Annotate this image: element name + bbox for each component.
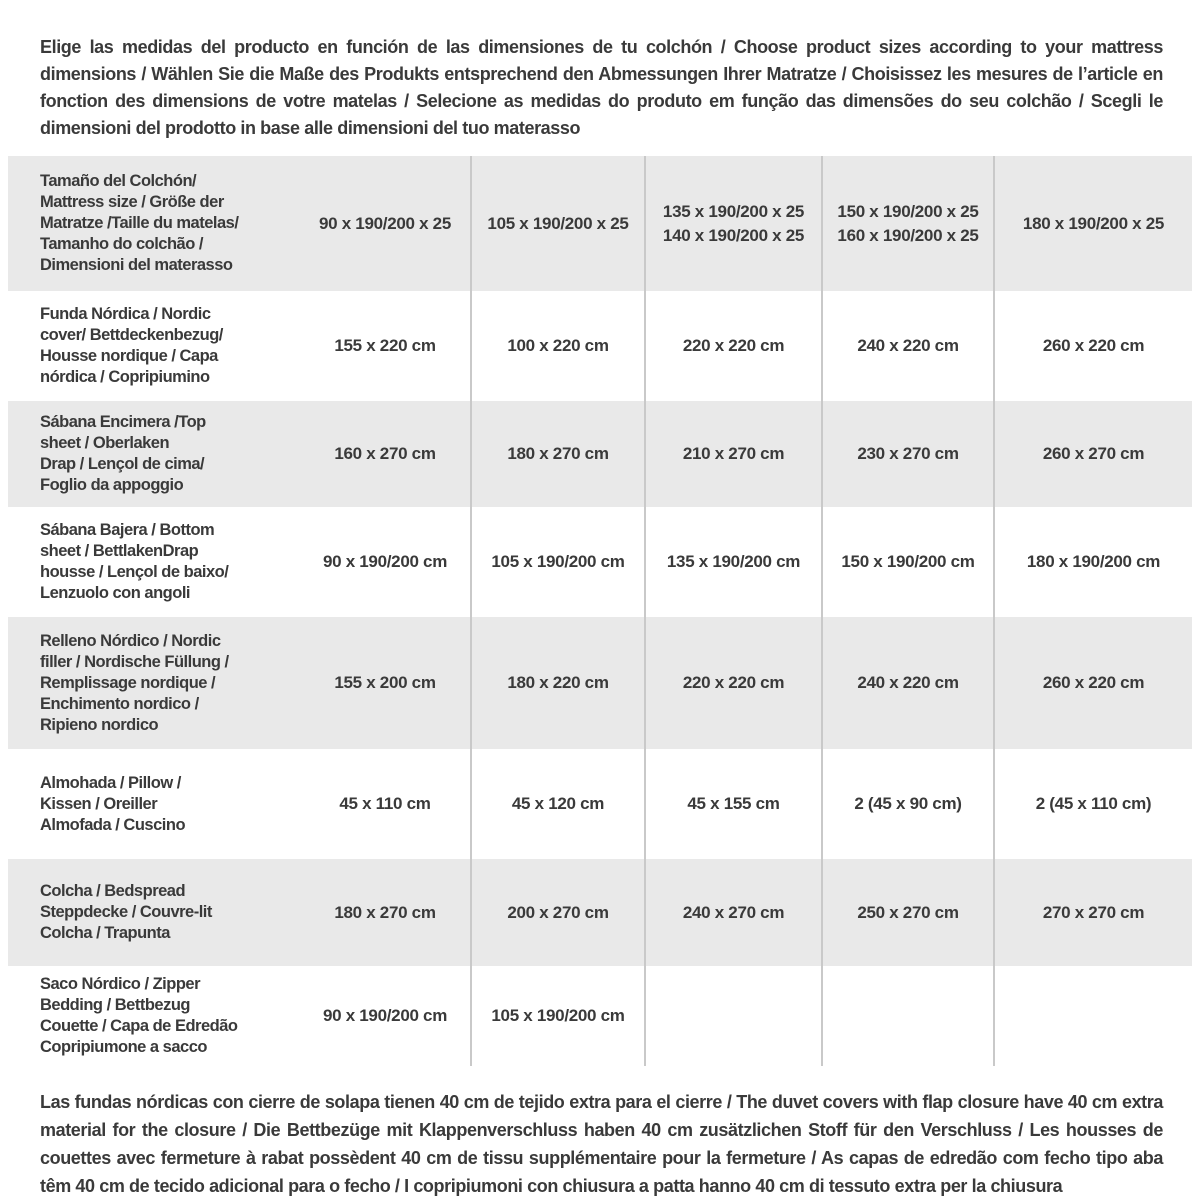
size-cell: 180 x 220 cm xyxy=(470,617,645,749)
size-cell: 220 x 220 cm xyxy=(644,291,822,401)
footnote-text: Las fundas nórdicas con cierre de solapa… xyxy=(40,1092,1163,1196)
row-label-nordic-filler: Relleno Nórdico / Nordic filler / Nordis… xyxy=(40,631,229,734)
row-label-bedspread: Colcha / Bedspread Steppdecke / Couvre-l… xyxy=(40,882,212,942)
size-cell xyxy=(644,966,822,1066)
size-cell: 260 x 220 cm xyxy=(993,617,1192,749)
size-cell: 240 x 270 cm xyxy=(644,859,822,966)
table-row-bottom-sheet: Sábana Bajera / Bottom sheet / Bettlaken… xyxy=(8,507,1192,617)
size-cell: 2 (45 x 90 cm) xyxy=(821,749,994,859)
size-cell: 105 x 190/200 cm xyxy=(470,966,645,1066)
size-cell: 90 x 190/200 cm xyxy=(322,1006,448,1025)
size-cell: 90 x 190/200 cm xyxy=(322,552,448,571)
size-cell: 220 x 220 cm xyxy=(644,617,822,749)
table-row-zipper-bedding: Saco Nórdico / Zipper Bedding / Bettbezu… xyxy=(8,966,1192,1066)
size-cell: 270 x 270 cm xyxy=(993,859,1192,966)
size-cell: 105 x 190/200 x 25 xyxy=(470,156,645,291)
intro-text: Elige las medidas del producto en funció… xyxy=(40,37,1163,138)
table-row-pillow: Almohada / Pillow / Kissen / Oreiller Al… xyxy=(8,749,1192,859)
size-cell: 180 x 270 cm xyxy=(334,902,436,922)
table-row-bedspread: Colcha / Bedspread Steppdecke / Couvre-l… xyxy=(8,859,1192,966)
size-cell: 210 x 270 cm xyxy=(644,401,822,507)
size-cell: 230 x 270 cm xyxy=(821,401,994,507)
size-cell: 45 x 120 cm xyxy=(470,749,645,859)
size-table: Tamaño del Colchón/ Mattress size / Größ… xyxy=(8,156,1192,1066)
size-cell: 180 x 190/200 cm xyxy=(993,507,1192,617)
size-cell xyxy=(821,966,994,1066)
size-cell: 180 x 190/200 x 25 xyxy=(993,156,1192,291)
size-cell: 160 x 270 cm xyxy=(334,444,436,463)
row-label-pillow: Almohada / Pillow / Kissen / Oreiller Al… xyxy=(40,773,186,834)
row-label-bottom-sheet: Sábana Bajera / Bottom sheet / Bettlaken… xyxy=(40,521,229,602)
table-row-nordic-filler: Relleno Nórdico / Nordic filler / Nordis… xyxy=(8,617,1192,749)
size-cell: 200 x 270 cm xyxy=(470,859,645,966)
size-cell: 135 x 190/200 x 25 140 x 190/200 x 25 xyxy=(644,156,822,291)
size-cell: 150 x 190/200 cm xyxy=(821,507,994,617)
size-cell: 260 x 220 cm xyxy=(993,291,1192,401)
size-cell: 105 x 190/200 cm xyxy=(470,507,645,617)
row-label-top-sheet: Sábana Encimera /Top sheet / Oberlaken D… xyxy=(40,413,206,494)
size-cell: 2 (45 x 110 cm) xyxy=(993,749,1192,859)
table-row-nordic-cover: Funda Nórdica / Nordic cover/ Bettdecken… xyxy=(8,291,1192,401)
size-cell: 45 x 110 cm xyxy=(339,794,431,813)
size-cell: 240 x 220 cm xyxy=(821,291,994,401)
size-cell xyxy=(993,966,1192,1066)
size-cell: 45 x 155 cm xyxy=(644,749,822,859)
size-cell: 155 x 220 cm xyxy=(334,336,436,355)
size-cell: 240 x 220 cm xyxy=(821,617,994,749)
row-label-mattress-size: Tamaño del Colchón/ Mattress size / Größ… xyxy=(40,172,239,274)
row-label-nordic-cover: Funda Nórdica / Nordic cover/ Bettdecken… xyxy=(40,305,223,386)
size-cell: 155 x 200 cm xyxy=(334,673,436,692)
size-cell: 100 x 220 cm xyxy=(470,291,645,401)
size-cell: 150 x 190/200 x 25 160 x 190/200 x 25 xyxy=(821,156,994,291)
size-cell: 260 x 270 cm xyxy=(993,401,1192,507)
table-row-top-sheet: Sábana Encimera /Top sheet / Oberlaken D… xyxy=(8,401,1192,507)
size-cell: 180 x 270 cm xyxy=(470,401,645,507)
row-label-zipper-bedding: Saco Nórdico / Zipper Bedding / Bettbezu… xyxy=(40,975,238,1056)
table-row-mattress-size: Tamaño del Colchón/ Mattress size / Größ… xyxy=(8,156,1192,291)
size-cell: 250 x 270 cm xyxy=(821,859,994,966)
size-cell: 90 x 190/200 x 25 xyxy=(319,213,451,233)
size-cell: 135 x 190/200 cm xyxy=(644,507,822,617)
